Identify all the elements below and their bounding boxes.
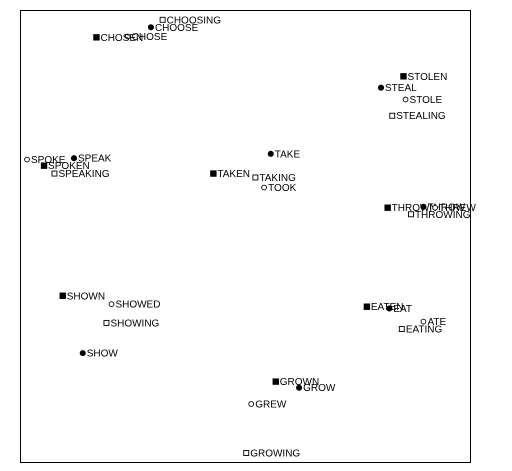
point-label: SHOWED: [115, 300, 160, 311]
point-label: STOLEN: [407, 72, 447, 83]
point-label: CHOOSE: [155, 23, 199, 34]
point-showing: SHOWING: [103, 318, 160, 329]
point-threw: THREW: [432, 203, 476, 214]
filled-square-marker: [210, 170, 217, 177]
point-chosen: CHOSEN: [93, 33, 143, 44]
filled-circle-marker: [267, 150, 274, 157]
point-took: TOOK: [261, 183, 297, 194]
point-stealing: STEALING: [389, 111, 446, 122]
point-thrown: THROWN: [384, 203, 437, 214]
hollow-square-marker: [159, 16, 166, 23]
hollow-square-marker: [51, 170, 58, 177]
point-eat: EAT: [386, 304, 412, 315]
point-shown: SHOWN: [59, 291, 105, 302]
point-label: SPEAKING: [58, 169, 109, 180]
filled-circle-marker: [386, 305, 393, 312]
point-label: ATE: [427, 317, 446, 328]
filled-circle-marker: [79, 350, 86, 357]
point-label: GROWN: [280, 377, 319, 388]
point-grown: GROWN: [272, 377, 319, 388]
point-label: EATING: [406, 325, 443, 336]
filled-circle-marker: [296, 384, 303, 391]
filled-square-marker: [59, 292, 66, 299]
hollow-circle-marker: [124, 33, 131, 40]
filled-square-marker: [363, 303, 371, 310]
point-label: SHOW: [87, 349, 119, 360]
point-label: THROWN: [392, 203, 437, 214]
point-label: TAKE: [275, 149, 301, 160]
hollow-circle-marker: [402, 96, 409, 103]
point-ate: ATE: [420, 317, 446, 328]
point-spoken: SPOKEN: [40, 161, 90, 172]
filled-square-marker: [272, 378, 279, 385]
point-growing: GROWING: [243, 449, 300, 460]
hollow-square-marker: [252, 174, 259, 181]
point-show: SHOW: [79, 349, 119, 360]
point-throwing: THROWING: [408, 210, 471, 221]
point-label: SHOWING: [110, 318, 159, 329]
point-label: GROW: [303, 383, 336, 394]
point-speaking: SPEAKING: [51, 169, 110, 180]
point-stolen: STOLEN: [400, 72, 447, 83]
hollow-square-marker: [398, 326, 405, 332]
point-label: THROW: [427, 202, 465, 213]
point-label: THREW: [439, 203, 476, 214]
filled-square-marker: [384, 204, 391, 211]
filled-circle-marker: [420, 203, 427, 210]
point-choose: CHOOSE: [147, 23, 199, 34]
hollow-circle-marker: [24, 156, 30, 163]
point-grow: GROW: [296, 383, 336, 394]
point-eating: EATING: [398, 325, 443, 336]
point-choosing: CHOOSING: [159, 15, 222, 26]
point-label: GROWING: [250, 449, 300, 460]
hollow-square-marker: [103, 319, 110, 326]
filled-circle-marker: [377, 84, 385, 91]
point-stole: STOLE: [402, 95, 443, 106]
hollow-circle-marker: [432, 204, 438, 211]
point-label: STEALING: [396, 111, 446, 122]
point-label: TOOK: [268, 183, 296, 194]
point-label: CHOSE: [132, 32, 168, 43]
point-speak: SPEAK: [70, 154, 112, 165]
point-grew: GREW: [248, 399, 287, 410]
point-showed: SHOWED: [108, 300, 160, 311]
point-label: TAKEN: [217, 169, 250, 180]
hollow-circle-marker: [108, 301, 115, 307]
point-label: SPOKEN: [48, 161, 90, 172]
filled-square-marker: [400, 73, 407, 80]
point-label: SPOKE: [31, 155, 66, 166]
point-take: TAKE: [267, 149, 301, 160]
point-label: CHOOSING: [167, 15, 222, 26]
hollow-circle-marker: [261, 184, 267, 191]
hollow-square-marker: [408, 211, 414, 218]
point-taken: TAKEN: [210, 169, 250, 180]
point-steal: STEAL: [377, 83, 417, 94]
hollow-square-marker: [243, 450, 250, 456]
point-label: SPEAK: [78, 154, 112, 165]
point-taking: TAKING: [252, 173, 296, 184]
filled-circle-marker: [147, 24, 155, 31]
point-label: STOLE: [410, 95, 443, 106]
point-label: CHOSEN: [100, 33, 143, 44]
point-label: THROWING: [415, 210, 471, 221]
hollow-square-marker: [389, 112, 396, 119]
point-label: TAKING: [259, 173, 296, 184]
filled-circle-marker: [70, 155, 78, 162]
point-label: GREW: [255, 399, 287, 410]
filled-square-marker: [40, 162, 48, 169]
point-label: STEAL: [385, 83, 417, 94]
hollow-circle-marker: [420, 318, 427, 325]
point-throw: THROW: [420, 202, 466, 213]
point-spoke: SPOKE: [24, 155, 66, 166]
hollow-circle-marker: [248, 401, 255, 407]
filled-square-marker: [93, 34, 100, 41]
plot-frame: [20, 10, 471, 463]
point-chose: CHOSE: [124, 32, 168, 43]
point-label: EAT: [393, 304, 412, 315]
point-label: SHOWN: [67, 291, 105, 302]
